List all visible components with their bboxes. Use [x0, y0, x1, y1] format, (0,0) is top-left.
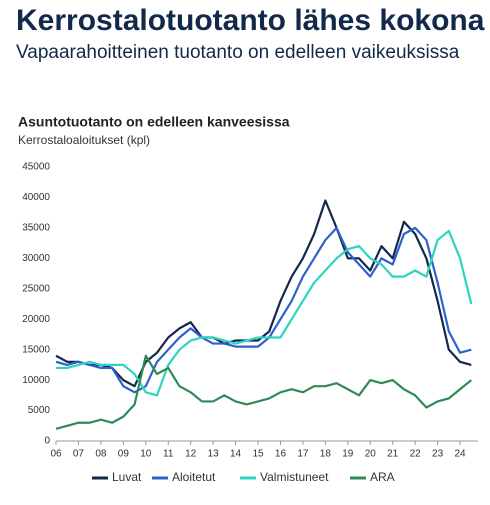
line-series [55, 354, 472, 430]
x-tick-label: 11 [163, 449, 174, 460]
x-tick-label: 14 [230, 449, 242, 460]
x-tick-label: 06 [50, 449, 62, 460]
x-tick-label: 16 [275, 449, 287, 460]
y-axis-label: Kerrostaloaloitukset (kpl) [18, 133, 150, 147]
legend-label: Valmistuneet [260, 470, 329, 484]
x-tick-label: 15 [252, 449, 264, 460]
legend-label: Luvat [112, 470, 142, 484]
x-tick-label: 10 [140, 449, 152, 460]
slide-title: Kerrostalotuotanto lähes kokona [16, 4, 485, 37]
x-tick-label: 07 [73, 449, 85, 460]
x-tick-label: 12 [185, 449, 197, 460]
y-tick-label: 25000 [22, 283, 50, 294]
x-tick-label: 19 [342, 449, 354, 460]
x-tick-label: 09 [118, 449, 130, 460]
x-tick-label: 13 [208, 449, 220, 460]
y-tick-label: 35000 [22, 223, 50, 234]
y-tick-label: 15000 [22, 344, 50, 355]
x-tick-label: 18 [320, 449, 332, 460]
x-tick-label: 21 [387, 449, 399, 460]
x-tick-label: 24 [454, 449, 466, 460]
y-tick-label: 20000 [22, 314, 50, 325]
y-tick-label: 45000 [22, 162, 50, 173]
x-tick-label: 23 [432, 449, 444, 460]
y-tick-label: 30000 [22, 253, 50, 264]
x-tick-label: 17 [297, 449, 309, 460]
slide-subtitle: Vapaarahoitteinen tuotanto on edelleen v… [16, 42, 460, 63]
y-tick-label: 5000 [28, 405, 51, 416]
legend-label: ARA [370, 470, 395, 484]
chart-title: Asuntotuotanto on edelleen kanveesissa [18, 114, 290, 130]
x-tick-label: 22 [410, 449, 422, 460]
y-tick-label: 0 [44, 436, 50, 447]
x-tick-label: 20 [365, 449, 377, 460]
line-series [55, 199, 472, 388]
line-series [56, 229, 473, 397]
x-tick-label: 08 [95, 449, 107, 460]
y-tick-label: 10000 [22, 375, 50, 386]
legend-label: Aloitetut [172, 470, 216, 484]
y-tick-label: 40000 [22, 192, 50, 203]
line-series [55, 226, 472, 394]
